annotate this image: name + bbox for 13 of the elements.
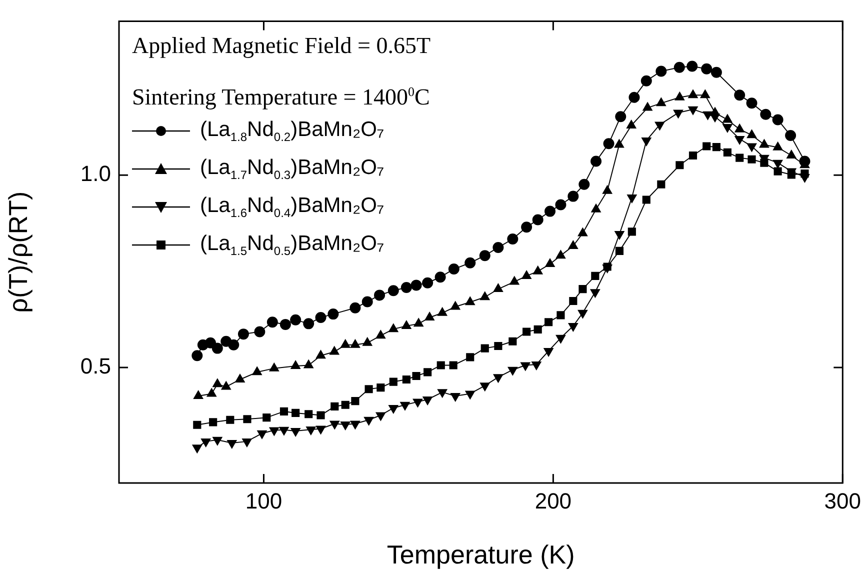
annotation: Applied Magnetic Field = 0.65T [132, 32, 431, 60]
x-tick-label: 300 [824, 488, 862, 514]
x-axis-title: Temperature (K) [386, 540, 575, 570]
annotation: Sintering Temperature = 1400$^{0}$C [132, 83, 431, 112]
legend-label: (La$_{1.7}$Nd$_{0.3}$)BaMn₂O₇ [200, 156, 384, 182]
y-tick-label: 0.5 [80, 354, 111, 379]
y-axis-title: ρ(T)/ρ(RT) [2, 191, 33, 313]
legend-label: (La$_{1.5}$Nd$_{0.5}$)BaMn₂O₇ [200, 232, 384, 258]
x-tick-label: 200 [534, 488, 572, 514]
x-tick-label: 100 [245, 488, 282, 514]
legend-label: (La$_{1.8}$Nd$_{0.2}$)BaMn₂O₇ [200, 118, 384, 144]
y-tick-label: 1.0 [80, 161, 111, 186]
legend-label: (La$_{1.6}$Nd$_{0.4}$)BaMn₂O₇ [200, 194, 384, 220]
